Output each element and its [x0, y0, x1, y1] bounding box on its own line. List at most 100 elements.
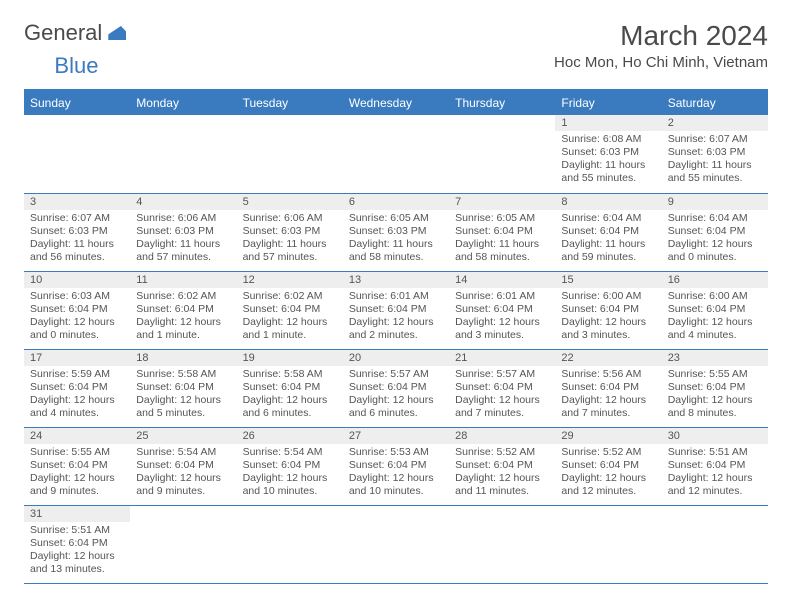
calendar-row: 24Sunrise: 5:55 AMSunset: 6:04 PMDayligh…	[24, 427, 768, 505]
daylight-text: Daylight: 11 hours and 59 minutes.	[561, 238, 655, 264]
calendar-cell: 26Sunrise: 5:54 AMSunset: 6:04 PMDayligh…	[237, 427, 343, 505]
sunrise-text: Sunrise: 5:58 AM	[243, 368, 337, 381]
daylight-text: Daylight: 12 hours and 9 minutes.	[136, 472, 230, 498]
calendar-cell: 16Sunrise: 6:00 AMSunset: 6:04 PMDayligh…	[662, 271, 768, 349]
daylight-text: Daylight: 12 hours and 1 minute.	[243, 316, 337, 342]
day-details: Sunrise: 5:51 AMSunset: 6:04 PMDaylight:…	[24, 522, 130, 581]
daylight-text: Daylight: 11 hours and 58 minutes.	[349, 238, 443, 264]
sunrise-text: Sunrise: 6:00 AM	[561, 290, 655, 303]
calendar-cell	[130, 505, 236, 583]
sunset-text: Sunset: 6:03 PM	[561, 146, 655, 159]
day-number: 4	[130, 194, 236, 210]
sunset-text: Sunset: 6:04 PM	[668, 303, 762, 316]
sunrise-text: Sunrise: 6:04 AM	[561, 212, 655, 225]
day-details: Sunrise: 6:04 AMSunset: 6:04 PMDaylight:…	[555, 210, 661, 269]
day-details: Sunrise: 6:00 AMSunset: 6:04 PMDaylight:…	[662, 288, 768, 347]
sunrise-text: Sunrise: 6:00 AM	[668, 290, 762, 303]
calendar-header-row: SundayMondayTuesdayWednesdayThursdayFrid…	[24, 90, 768, 115]
day-details: Sunrise: 6:01 AMSunset: 6:04 PMDaylight:…	[449, 288, 555, 347]
sunset-text: Sunset: 6:04 PM	[136, 303, 230, 316]
calendar-cell: 30Sunrise: 5:51 AMSunset: 6:04 PMDayligh…	[662, 427, 768, 505]
daylight-text: Daylight: 12 hours and 0 minutes.	[30, 316, 124, 342]
day-number: 16	[662, 272, 768, 288]
day-number: 5	[237, 194, 343, 210]
day-details: Sunrise: 6:07 AMSunset: 6:03 PMDaylight:…	[662, 131, 768, 190]
day-details: Sunrise: 5:51 AMSunset: 6:04 PMDaylight:…	[662, 444, 768, 503]
calendar-row: 1Sunrise: 6:08 AMSunset: 6:03 PMDaylight…	[24, 115, 768, 193]
calendar-table: SundayMondayTuesdayWednesdayThursdayFrid…	[24, 89, 768, 584]
day-details: Sunrise: 6:00 AMSunset: 6:04 PMDaylight:…	[555, 288, 661, 347]
day-number: 15	[555, 272, 661, 288]
sunset-text: Sunset: 6:04 PM	[243, 459, 337, 472]
day-details: Sunrise: 5:59 AMSunset: 6:04 PMDaylight:…	[24, 366, 130, 425]
daylight-text: Daylight: 12 hours and 6 minutes.	[243, 394, 337, 420]
sunset-text: Sunset: 6:04 PM	[30, 381, 124, 394]
calendar-cell: 1Sunrise: 6:08 AMSunset: 6:03 PMDaylight…	[555, 115, 661, 193]
sunrise-text: Sunrise: 5:53 AM	[349, 446, 443, 459]
calendar-row: 17Sunrise: 5:59 AMSunset: 6:04 PMDayligh…	[24, 349, 768, 427]
calendar-cell: 19Sunrise: 5:58 AMSunset: 6:04 PMDayligh…	[237, 349, 343, 427]
sunrise-text: Sunrise: 5:58 AM	[136, 368, 230, 381]
sunrise-text: Sunrise: 6:08 AM	[561, 133, 655, 146]
calendar-cell	[662, 505, 768, 583]
sunset-text: Sunset: 6:04 PM	[668, 459, 762, 472]
calendar-cell: 24Sunrise: 5:55 AMSunset: 6:04 PMDayligh…	[24, 427, 130, 505]
calendar-cell: 21Sunrise: 5:57 AMSunset: 6:04 PMDayligh…	[449, 349, 555, 427]
weekday-header: Sunday	[24, 90, 130, 115]
day-number: 24	[24, 428, 130, 444]
sunrise-text: Sunrise: 6:05 AM	[455, 212, 549, 225]
sunrise-text: Sunrise: 5:52 AM	[561, 446, 655, 459]
daylight-text: Daylight: 12 hours and 3 minutes.	[561, 316, 655, 342]
day-number: 29	[555, 428, 661, 444]
calendar-cell: 8Sunrise: 6:04 AMSunset: 6:04 PMDaylight…	[555, 193, 661, 271]
day-details: Sunrise: 6:06 AMSunset: 6:03 PMDaylight:…	[130, 210, 236, 269]
calendar-row: 10Sunrise: 6:03 AMSunset: 6:04 PMDayligh…	[24, 271, 768, 349]
daylight-text: Daylight: 12 hours and 6 minutes.	[349, 394, 443, 420]
day-details: Sunrise: 5:58 AMSunset: 6:04 PMDaylight:…	[130, 366, 236, 425]
calendar-cell	[449, 115, 555, 193]
weekday-header: Monday	[130, 90, 236, 115]
sunrise-text: Sunrise: 6:05 AM	[349, 212, 443, 225]
sunset-text: Sunset: 6:03 PM	[136, 225, 230, 238]
calendar-row: 3Sunrise: 6:07 AMSunset: 6:03 PMDaylight…	[24, 193, 768, 271]
calendar-cell: 3Sunrise: 6:07 AMSunset: 6:03 PMDaylight…	[24, 193, 130, 271]
daylight-text: Daylight: 11 hours and 57 minutes.	[243, 238, 337, 264]
day-details: Sunrise: 6:04 AMSunset: 6:04 PMDaylight:…	[662, 210, 768, 269]
sunset-text: Sunset: 6:04 PM	[561, 303, 655, 316]
day-details: Sunrise: 5:57 AMSunset: 6:04 PMDaylight:…	[343, 366, 449, 425]
sunrise-text: Sunrise: 6:02 AM	[243, 290, 337, 303]
daylight-text: Daylight: 12 hours and 12 minutes.	[668, 472, 762, 498]
weekday-header: Saturday	[662, 90, 768, 115]
day-number: 22	[555, 350, 661, 366]
day-details: Sunrise: 5:52 AMSunset: 6:04 PMDaylight:…	[555, 444, 661, 503]
sunrise-text: Sunrise: 6:04 AM	[668, 212, 762, 225]
day-details: Sunrise: 6:06 AMSunset: 6:03 PMDaylight:…	[237, 210, 343, 269]
daylight-text: Daylight: 12 hours and 1 minute.	[136, 316, 230, 342]
day-number: 9	[662, 194, 768, 210]
title-block: March 2024 Hoc Mon, Ho Chi Minh, Vietnam	[554, 20, 768, 71]
logo-text-1: General	[24, 20, 102, 46]
sunset-text: Sunset: 6:04 PM	[349, 381, 443, 394]
calendar-cell: 6Sunrise: 6:05 AMSunset: 6:03 PMDaylight…	[343, 193, 449, 271]
sunrise-text: Sunrise: 6:02 AM	[136, 290, 230, 303]
sunset-text: Sunset: 6:04 PM	[243, 381, 337, 394]
day-number: 27	[343, 428, 449, 444]
day-details: Sunrise: 5:55 AMSunset: 6:04 PMDaylight:…	[662, 366, 768, 425]
daylight-text: Daylight: 11 hours and 58 minutes.	[455, 238, 549, 264]
day-number: 1	[555, 115, 661, 131]
daylight-text: Daylight: 12 hours and 3 minutes.	[455, 316, 549, 342]
day-number: 2	[662, 115, 768, 131]
day-details: Sunrise: 5:54 AMSunset: 6:04 PMDaylight:…	[130, 444, 236, 503]
calendar-cell: 20Sunrise: 5:57 AMSunset: 6:04 PMDayligh…	[343, 349, 449, 427]
day-details: Sunrise: 5:54 AMSunset: 6:04 PMDaylight:…	[237, 444, 343, 503]
day-number: 31	[24, 506, 130, 522]
day-number: 17	[24, 350, 130, 366]
day-details: Sunrise: 6:05 AMSunset: 6:03 PMDaylight:…	[343, 210, 449, 269]
day-number: 18	[130, 350, 236, 366]
sunrise-text: Sunrise: 5:52 AM	[455, 446, 549, 459]
calendar-cell: 25Sunrise: 5:54 AMSunset: 6:04 PMDayligh…	[130, 427, 236, 505]
sunset-text: Sunset: 6:04 PM	[30, 537, 124, 550]
logo: General	[24, 20, 130, 46]
day-number: 23	[662, 350, 768, 366]
calendar-cell: 27Sunrise: 5:53 AMSunset: 6:04 PMDayligh…	[343, 427, 449, 505]
